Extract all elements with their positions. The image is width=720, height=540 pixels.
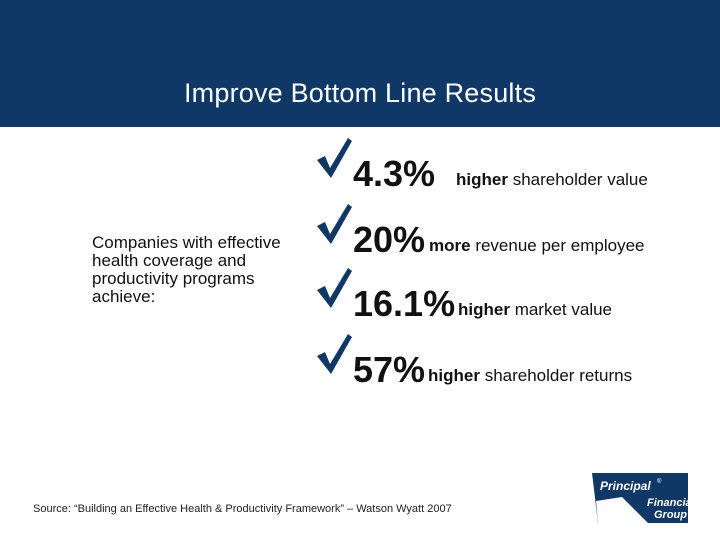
logo-mark: ® bbox=[657, 478, 662, 485]
source-citation: Source: “Building an Effective Health & … bbox=[33, 503, 452, 515]
stat-value: 57% bbox=[353, 349, 426, 390]
stat-emphasis: higher bbox=[456, 170, 508, 189]
stat-emphasis: higher bbox=[428, 366, 480, 385]
checkmark-icon bbox=[317, 204, 352, 244]
stat-emphasis: higher bbox=[458, 300, 510, 319]
stat-rest: revenue per employee bbox=[475, 236, 645, 255]
slide-title: Improve Bottom Line Results bbox=[183, 78, 537, 108]
logo-line2: Financial bbox=[647, 497, 688, 509]
header-banner bbox=[0, 0, 720, 127]
checkmark-icon bbox=[317, 268, 352, 308]
stat-description: higher shareholder returns bbox=[428, 367, 632, 385]
logo-line3: Group bbox=[654, 509, 687, 521]
subject-text: Companies with effective health coverage… bbox=[92, 233, 281, 306]
stat-rest: shareholder value bbox=[512, 170, 648, 189]
principal-financial-logo: Principal ® Financial Group bbox=[592, 473, 688, 523]
stat-description: higher market value bbox=[458, 301, 612, 319]
logo-line1: Principal bbox=[600, 479, 651, 493]
stat-value: 20% bbox=[353, 219, 426, 260]
stat-emphasis: more bbox=[429, 236, 471, 255]
stat-rest: shareholder returns bbox=[484, 366, 633, 385]
stat-value: 16.1% bbox=[353, 283, 456, 324]
checkmark-icon bbox=[317, 138, 352, 178]
stat-description: more revenue per employee bbox=[429, 237, 644, 255]
checkmark-icon bbox=[317, 334, 352, 374]
stat-value: 4.3% bbox=[353, 153, 436, 194]
stat-rest: market value bbox=[514, 300, 613, 319]
stat-description: higher shareholder value bbox=[456, 171, 648, 189]
